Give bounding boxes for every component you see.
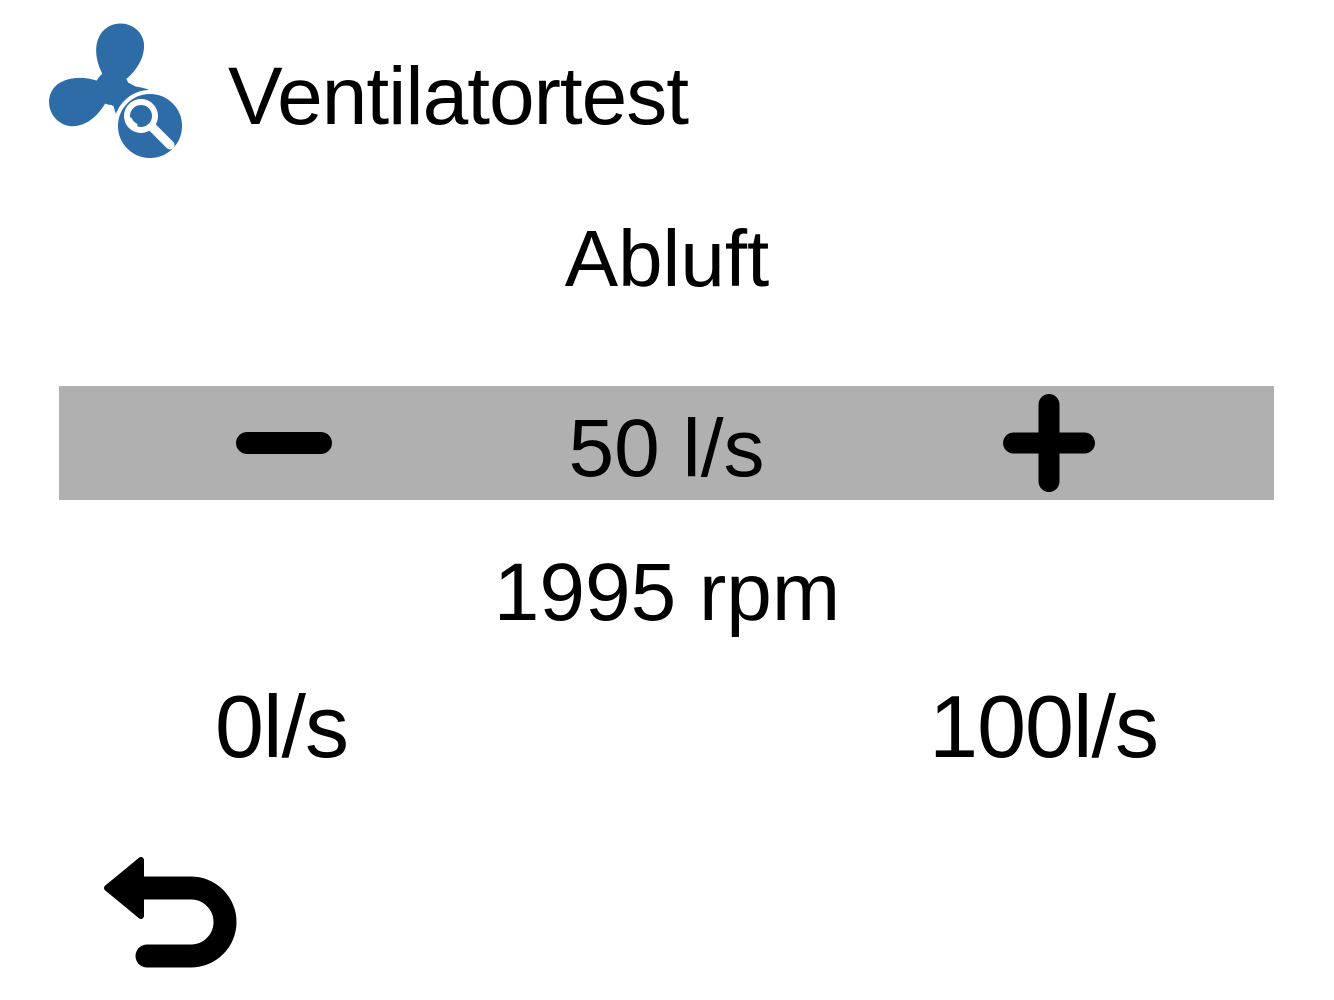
fan-speed-value: 1995 rpm xyxy=(493,547,841,638)
airflow-direction-label: Abluft xyxy=(564,214,770,303)
page-title: Ventilatortest xyxy=(228,51,689,142)
back-arrow-icon xyxy=(103,857,236,968)
back-button[interactable] xyxy=(98,850,242,974)
range-min-label: 0l/s xyxy=(215,677,349,776)
minus-icon xyxy=(236,432,332,454)
increase-airflow-button[interactable] xyxy=(929,386,1169,500)
fan-search-icon xyxy=(34,12,196,172)
decrease-airflow-button[interactable] xyxy=(164,386,404,500)
range-max-label: 100l/s xyxy=(929,677,1159,776)
airflow-slider-track[interactable]: 50 l/s xyxy=(59,386,1274,500)
plus-icon xyxy=(1003,394,1095,492)
